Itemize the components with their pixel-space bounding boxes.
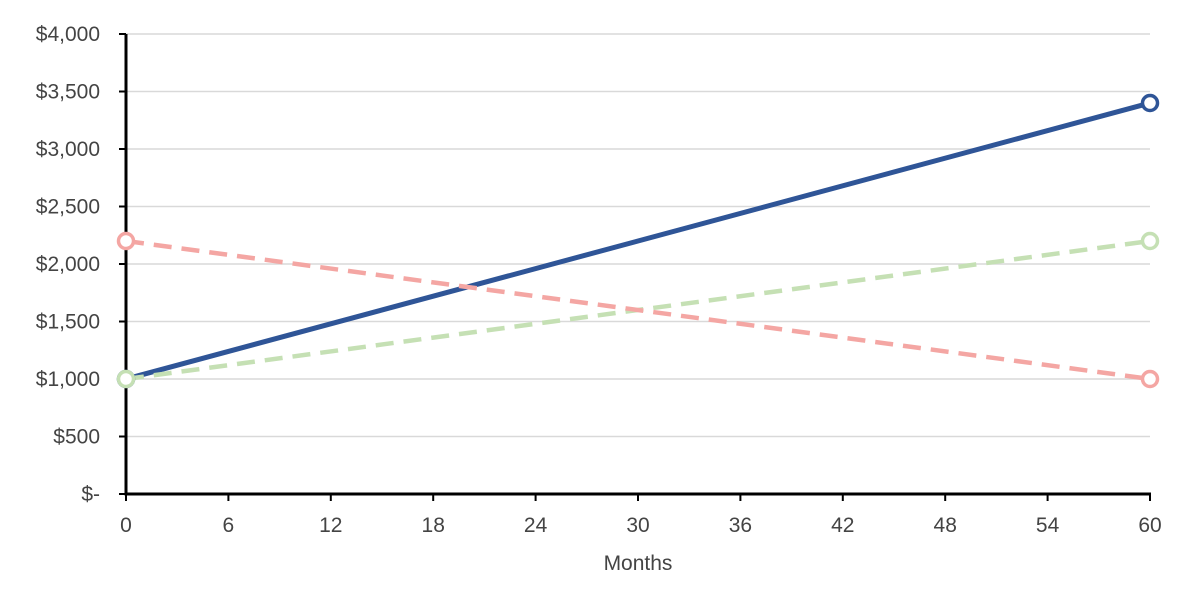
y-tick-label-1: $500 <box>53 426 100 449</box>
x-tick-label-3: 18 <box>422 514 445 537</box>
gridlines <box>126 33 1150 438</box>
x-tick-label-5: 30 <box>626 514 649 537</box>
series-1-point-2 <box>1140 93 1160 113</box>
x-tick-label-10: 60 <box>1138 514 1161 537</box>
y-tick-label-5: $2,500 <box>36 196 100 219</box>
axes <box>119 33 1151 501</box>
series-3-point-1 <box>116 231 136 251</box>
x-tick-label-1: 6 <box>223 514 235 537</box>
series-markers <box>116 93 1160 389</box>
y-tick-label-8: $4,000 <box>36 23 100 46</box>
y-tick-label-4: $2,000 <box>36 253 100 276</box>
series-line-1 <box>125 100 1151 382</box>
y-tick-label-6: $3,000 <box>36 138 100 161</box>
series-lines <box>125 100 1151 382</box>
series-3-point-2 <box>1140 369 1160 389</box>
y-tick-label-0: $- <box>81 483 100 506</box>
x-tick-label-0: 0 <box>120 514 132 537</box>
series-line-3 <box>125 238 1151 382</box>
x-tick-label-4: 24 <box>524 514 548 537</box>
series-2-point-2 <box>1140 231 1160 251</box>
x-tick-label-9: 54 <box>1036 514 1060 537</box>
x-tick-label-8: 48 <box>934 514 957 537</box>
x-tick-label-2: 12 <box>319 514 342 537</box>
y-tick-label-2: $1,000 <box>36 368 100 391</box>
y-tick-label-3: $1,500 <box>36 311 100 334</box>
y-tick-label-7: $3,500 <box>36 81 100 104</box>
x-tick-label-7: 42 <box>831 514 854 537</box>
x-tick-label-6: 36 <box>729 514 752 537</box>
tick-labels: $- $500 $1,000 $1,500 $2,000 $2,500 $3,000 $3,5… <box>36 23 1162 537</box>
x-axis-title: Months <box>604 552 673 575</box>
series-2-point-1 <box>116 369 136 389</box>
